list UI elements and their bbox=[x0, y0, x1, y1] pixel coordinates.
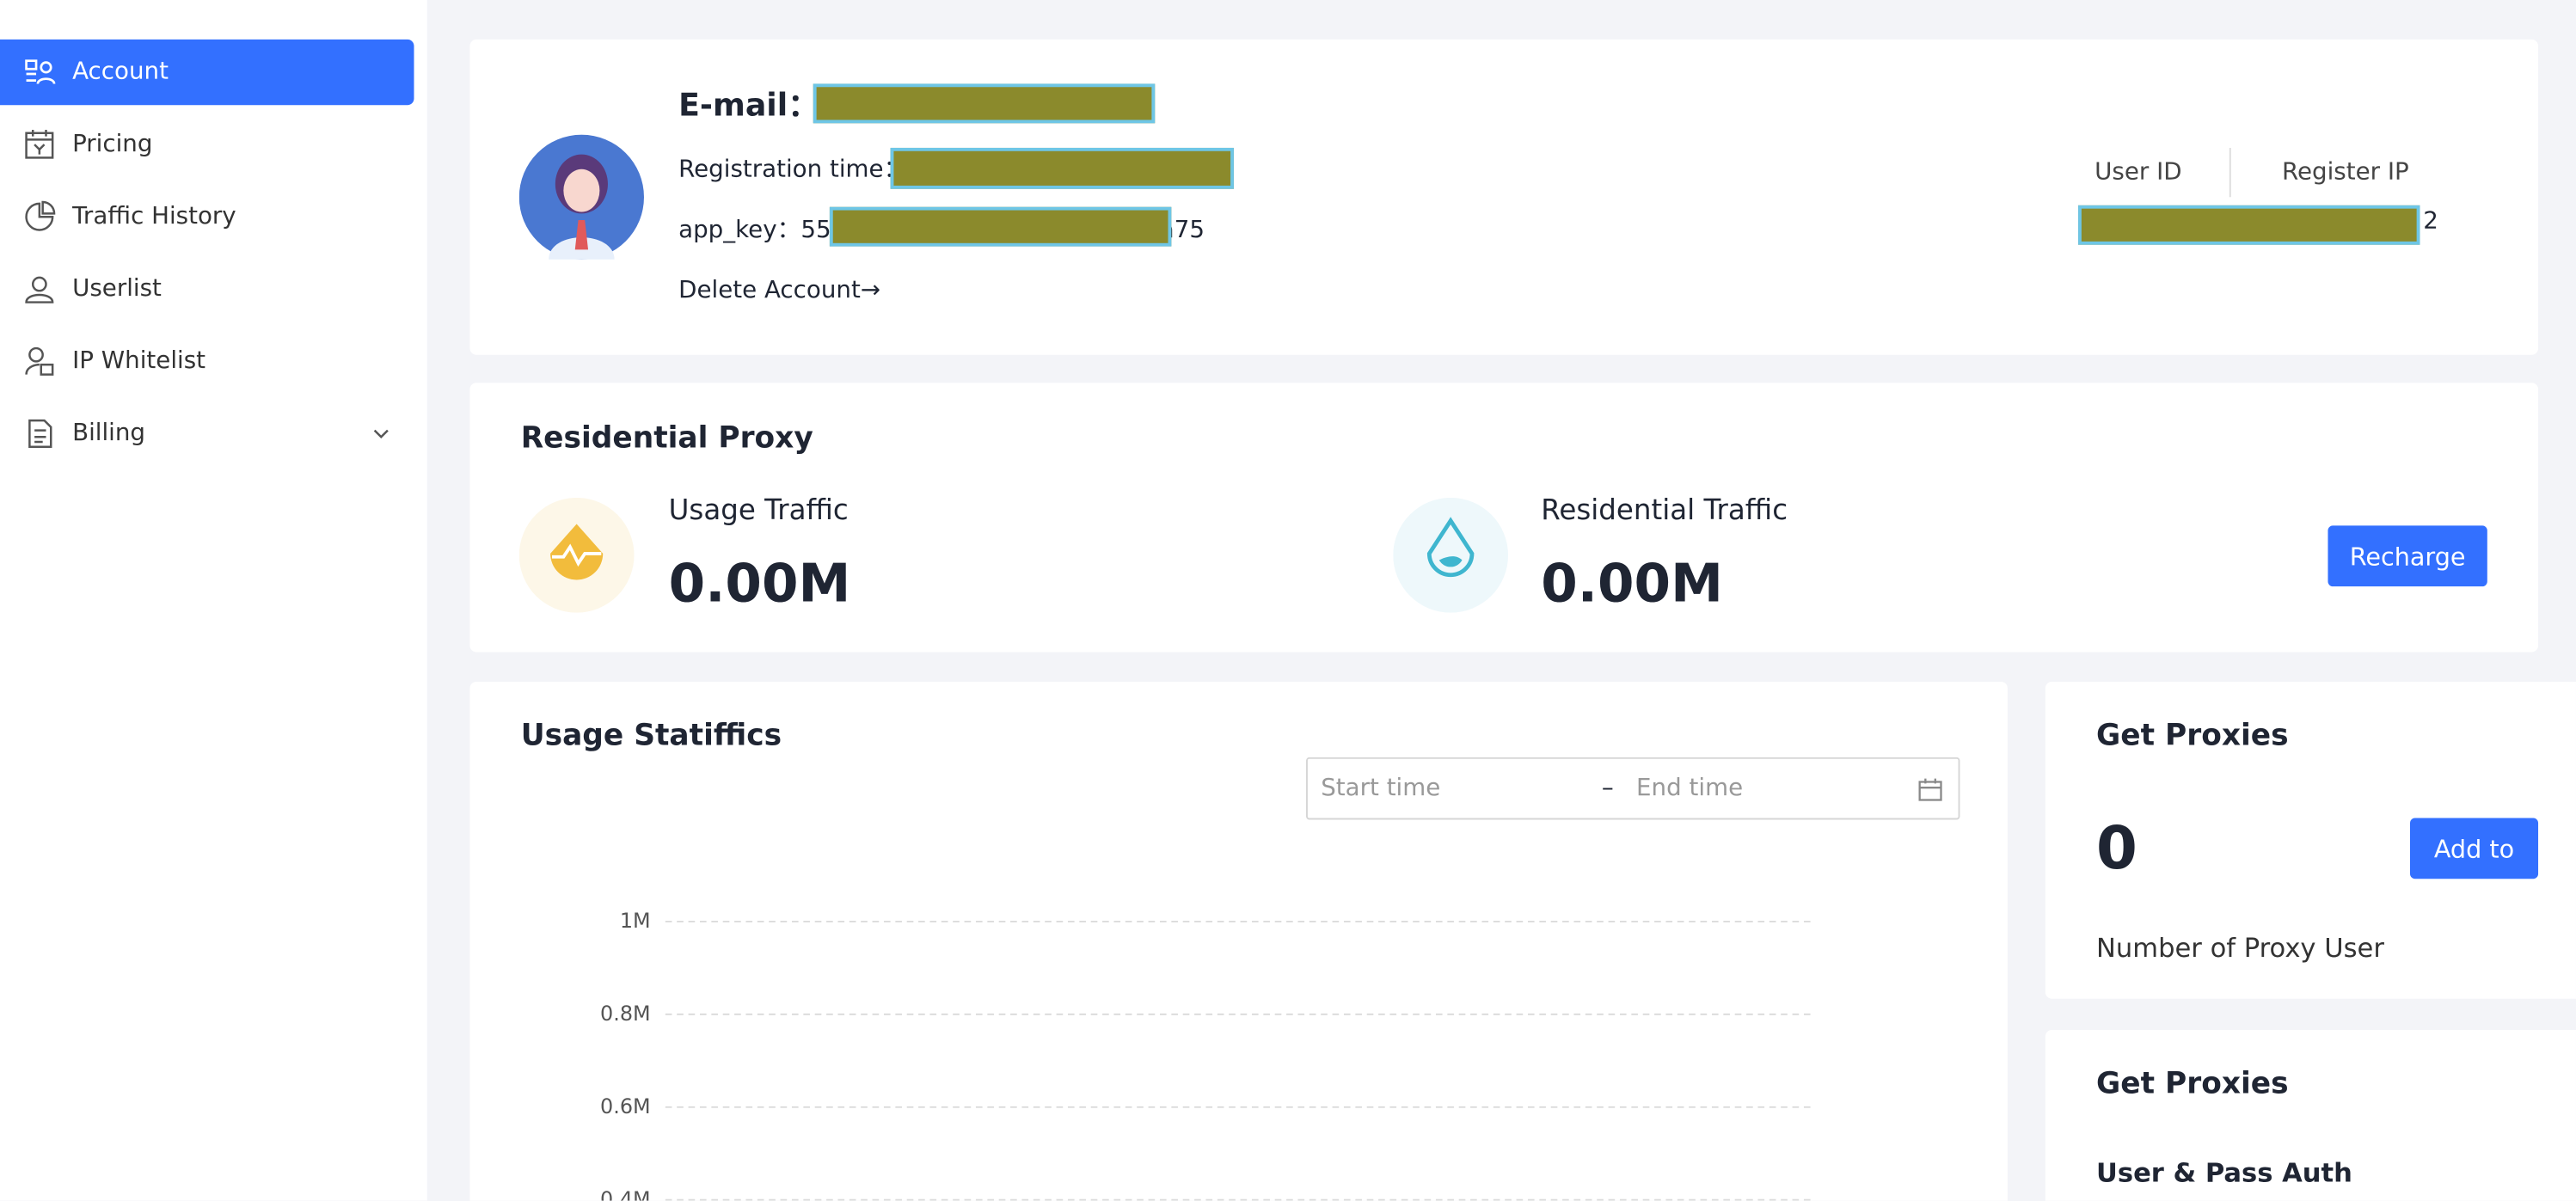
text: app_key： bbox=[678, 218, 801, 244]
usage-icon bbox=[518, 497, 635, 613]
nav-label: Traffic History bbox=[72, 203, 236, 230]
end-input[interactable]: End time bbox=[1636, 775, 1744, 802]
usage-card: Usage Statiffics Start time – End time bbox=[469, 681, 2008, 1201]
icon bbox=[25, 129, 54, 159]
register-ip-label: Register IP bbox=[2281, 159, 2409, 186]
register-ip-end: 2 bbox=[2423, 208, 2438, 236]
email-label: E-mail： bbox=[678, 88, 819, 125]
usage-label: Usage Traffic bbox=[668, 494, 849, 528]
add-button[interactable]: Add to bbox=[2409, 818, 2539, 879]
nav-item[interactable]: Traffic History bbox=[0, 184, 414, 249]
card-title: Usage Statiffics bbox=[520, 718, 782, 754]
nav-item[interactable]: IP Whitelist bbox=[0, 328, 414, 394]
user-id-label: User ID bbox=[2095, 159, 2182, 186]
nav-label: Account bbox=[72, 58, 169, 86]
residential-label: Residential Traffic bbox=[1541, 494, 1788, 528]
y-tick-label: 0.4M bbox=[600, 1187, 651, 1201]
y-tick-label: 0.6M bbox=[600, 1094, 651, 1118]
start-input[interactable]: Start time bbox=[1321, 775, 1441, 802]
sidebar: Account Pricing Traffic History Userlist… bbox=[0, 0, 427, 1201]
card-title: Residential Proxy bbox=[520, 421, 813, 457]
redacted bbox=[890, 147, 1234, 189]
registration-label: Registration time： bbox=[678, 156, 908, 184]
nav-item[interactable]: Userlist bbox=[0, 256, 414, 322]
profile-card: E-mail： Registration time： app_key：55 a75… bbox=[469, 39, 2539, 355]
nav-item[interactable]: Account bbox=[0, 39, 414, 106]
proxies-card: Get Proxies 0 Add to Number of Proxy Use… bbox=[2045, 681, 2576, 999]
subtitle: User & Pass Auth bbox=[2096, 1157, 2352, 1189]
delete-account[interactable]: Delete Account→ bbox=[678, 277, 881, 304]
divider bbox=[2229, 147, 2231, 198]
usage-value: 0.00M bbox=[668, 551, 851, 615]
redacted bbox=[2078, 205, 2420, 245]
redacted bbox=[829, 206, 1172, 247]
residential-card: Residential Proxy Usage Traffic 0.00M Re… bbox=[469, 383, 2539, 653]
recharge-button[interactable]: Recharge bbox=[2328, 525, 2487, 587]
auth-card: Get Proxies User & Pass Auth bbox=[2045, 1030, 2576, 1201]
text: 55 bbox=[800, 218, 831, 244]
icon bbox=[25, 59, 56, 84]
chevron bbox=[373, 429, 389, 439]
calendar-icon bbox=[1918, 778, 1942, 801]
nav-label: IP Whitelist bbox=[72, 348, 206, 375]
y-tick-label: 1M bbox=[620, 909, 651, 933]
nav-label: Pricing bbox=[72, 131, 153, 158]
icon bbox=[25, 276, 54, 303]
avatar bbox=[518, 134, 644, 260]
caption: Number of Proxy User bbox=[2096, 932, 2384, 964]
residential-icon bbox=[1393, 497, 1509, 613]
y-tick-label: 0.8M bbox=[600, 1002, 651, 1026]
date-range[interactable]: Start time – End time bbox=[1306, 757, 1960, 820]
separator: – bbox=[1601, 775, 1614, 802]
redacted bbox=[813, 83, 1156, 124]
nav-label: Userlist bbox=[72, 275, 162, 303]
nav-item[interactable]: Pricing bbox=[0, 112, 414, 177]
residential-value: 0.00M bbox=[1541, 551, 1723, 615]
icon bbox=[28, 419, 52, 448]
proxy-count: 0 bbox=[2096, 815, 2137, 884]
nav-label: Billing bbox=[72, 420, 146, 447]
card-title: Get Proxies bbox=[2096, 718, 2289, 754]
icon bbox=[25, 200, 56, 231]
card-title: Get Proxies bbox=[2096, 1066, 2289, 1102]
nav-item[interactable]: Billing bbox=[0, 401, 414, 466]
icon bbox=[25, 346, 54, 376]
